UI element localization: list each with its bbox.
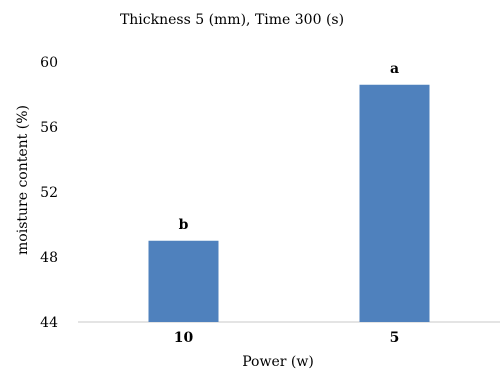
bars [148, 84, 430, 322]
y-tick-label: 48 [40, 250, 58, 266]
bar [148, 240, 219, 322]
y-tick-label: 56 [40, 120, 58, 136]
x-tick-label: 10 [174, 330, 194, 346]
y-tick-label: 44 [40, 315, 58, 331]
x-tick-label: 5 [390, 330, 400, 346]
data-labels: ba [179, 61, 399, 233]
y-axis-ticks: 44 48 52 56 60 [40, 55, 58, 331]
y-axis-title: moisture content (%) [15, 105, 31, 255]
bar [359, 84, 430, 322]
x-axis-title: Power (w) [242, 354, 314, 370]
chart-title: Thickness 5 (mm), Time 300 (s) [120, 12, 344, 28]
y-tick-label: 60 [40, 55, 58, 71]
y-tick-label: 52 [40, 185, 58, 201]
category-labels: 10 5 [174, 330, 400, 346]
data-label: b [179, 217, 189, 233]
data-label: a [390, 61, 399, 77]
